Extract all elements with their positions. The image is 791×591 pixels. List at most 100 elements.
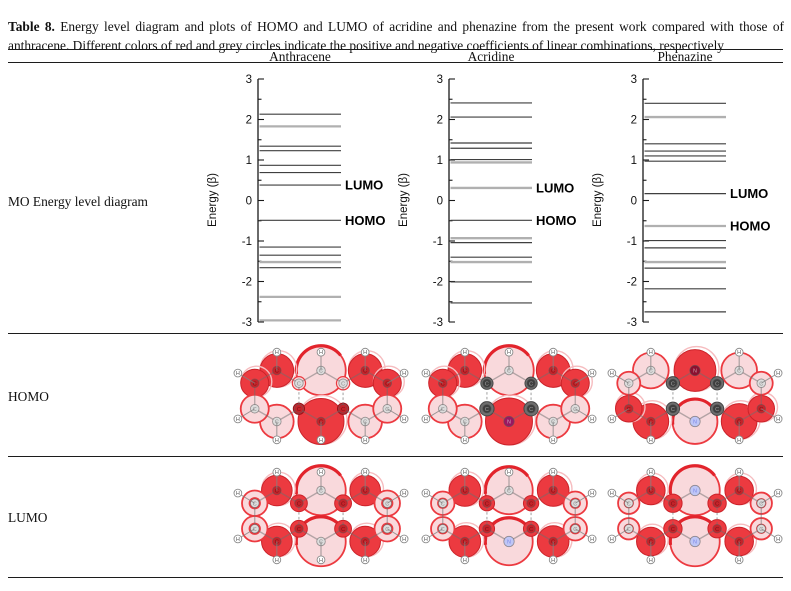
atom-c: [526, 498, 536, 508]
tick-label: -1: [433, 236, 443, 248]
atom-symbol: C: [485, 381, 489, 387]
atom-symbol: C: [507, 369, 511, 375]
atom-n: [689, 364, 701, 377]
atom-symbol: H: [551, 350, 555, 356]
atom-symbol: H: [402, 491, 406, 497]
atom-c: [570, 404, 580, 414]
tick-label: 1: [246, 155, 252, 167]
atom-symbol: C: [485, 527, 489, 533]
atom-n: [689, 535, 701, 548]
tick-label: 2: [631, 115, 637, 127]
atom-c: [756, 524, 766, 534]
atom-symbol: H: [319, 438, 323, 444]
atom-symbol: H: [463, 470, 467, 476]
atom-c: [712, 498, 722, 508]
atom-c: [338, 524, 348, 534]
atom-symbol: C: [341, 407, 345, 413]
lumo-plot-acridine: CNCCCCCCCCCCCCHHHHHHHHH: [421, 465, 597, 567]
y-axis-label: Energy (β): [207, 173, 219, 227]
atom-symbol: C: [253, 501, 257, 507]
atom-symbol: H: [551, 438, 555, 444]
atom-h: [548, 467, 558, 477]
atom-symbol: C: [385, 527, 389, 533]
atom-c: [294, 524, 304, 534]
atom-symbol: H: [463, 350, 467, 356]
atom-c: [668, 378, 678, 388]
atom-symbol: H: [319, 558, 323, 564]
atom-symbol: N: [693, 420, 697, 426]
lumo-level-label: LUMO: [730, 186, 768, 201]
atom-h: [460, 555, 470, 565]
atom-symbol: C: [275, 369, 279, 375]
row-label-homo: HOMO: [8, 389, 49, 404]
atom-symbol: C: [627, 527, 631, 533]
atom-symbol: C: [759, 381, 763, 387]
atom-h: [460, 347, 470, 357]
atom-symbol: H: [737, 558, 741, 564]
tick-label: -1: [242, 236, 252, 248]
atom-h: [773, 488, 783, 498]
energy-diagram-phenazine: Energy (β) -3 -2 -1 0 1 2 3 LUMO HOMO: [592, 74, 770, 329]
atom-h: [233, 534, 243, 544]
atom-symbol: H: [463, 438, 467, 444]
energy-diagram-acridine: Energy (β) -3 -2 -1 0 1 2 3 LUMO HOMO: [398, 74, 576, 329]
atom-symbol: C: [573, 527, 577, 533]
atom-n: [503, 535, 515, 548]
header-rule: [8, 61, 783, 63]
atom-c: [526, 404, 536, 414]
tick-label: -3: [627, 317, 637, 329]
atom-symbol: C: [385, 501, 389, 507]
homo-level-label: HOMO: [730, 219, 770, 234]
atom-n: [689, 415, 701, 428]
atom-c: [712, 524, 722, 534]
atom-symbol: C: [573, 381, 577, 387]
orbital-lobe-rim: [483, 465, 535, 516]
atom-h: [421, 534, 431, 544]
atom-symbol: H: [610, 417, 614, 423]
atom-n: [689, 484, 701, 497]
table-caption-text: Energy level diagram and plots of HOMO a…: [8, 19, 784, 53]
atom-c: [438, 498, 448, 508]
atom-symbol: C: [385, 407, 389, 413]
atom-c: [338, 404, 348, 414]
atom-symbol: H: [649, 470, 653, 476]
atom-symbol: H: [649, 350, 653, 356]
atom-h: [607, 488, 617, 498]
lumo-level-label: LUMO: [345, 178, 383, 193]
atom-symbol: H: [275, 350, 279, 356]
atom-symbol: C: [529, 381, 533, 387]
orbital-lobe-rim: [670, 397, 720, 446]
row-separator-2: [8, 456, 783, 458]
top-rule: [8, 49, 783, 51]
atom-h: [548, 555, 558, 565]
atom-symbol: H: [236, 371, 240, 377]
atom-h: [607, 534, 617, 544]
atom-c: [438, 378, 448, 388]
atom-c: [712, 404, 722, 414]
atom-h: [360, 347, 370, 357]
orbital-lobe-rim: [294, 464, 348, 517]
atom-symbol: H: [402, 417, 406, 423]
atom-h: [773, 368, 783, 378]
atom-symbol: H: [507, 350, 511, 356]
atom-h: [272, 555, 282, 565]
atom-h: [399, 534, 409, 544]
atom-symbol: C: [297, 527, 301, 533]
atom-h: [360, 467, 370, 477]
atom-h: [734, 347, 744, 357]
atom-h: [646, 347, 656, 357]
atom-symbol: H: [402, 371, 406, 377]
atom-c: [756, 404, 766, 414]
atom-symbol: C: [363, 369, 367, 375]
row-label-energy-diagram: MO Energy level diagram: [8, 194, 148, 209]
atom-symbol: C: [297, 407, 301, 413]
atom-c: [250, 404, 260, 414]
atom-symbol: H: [275, 558, 279, 564]
atom-symbol: H: [649, 438, 653, 444]
atom-symbol: H: [610, 491, 614, 497]
lumo-level-label: LUMO: [536, 180, 574, 195]
atom-symbol: H: [363, 350, 367, 356]
atom-h: [421, 368, 431, 378]
atom-symbol: N: [693, 489, 697, 495]
atom-symbol: C: [759, 527, 763, 533]
